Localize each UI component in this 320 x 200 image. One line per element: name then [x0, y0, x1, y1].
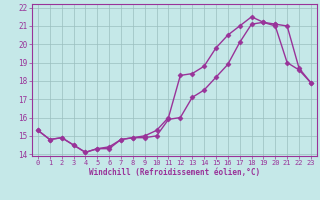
X-axis label: Windchill (Refroidissement éolien,°C): Windchill (Refroidissement éolien,°C) [89, 168, 260, 177]
